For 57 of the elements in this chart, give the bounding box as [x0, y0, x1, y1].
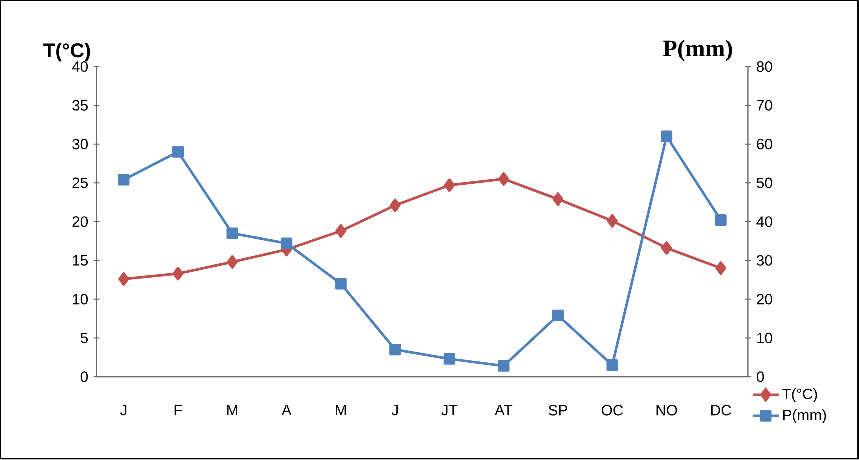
- point: [661, 130, 673, 142]
- x-tick-label: NO: [656, 405, 678, 416]
- point: [336, 224, 346, 238]
- y-tick-label: 10: [73, 294, 88, 305]
- point: [227, 256, 238, 270]
- point: [118, 174, 130, 186]
- point: [444, 178, 456, 192]
- point: [390, 198, 401, 212]
- y2-tick-label: 50: [756, 178, 772, 188]
- x-tick-label: AT: [494, 405, 513, 416]
- y2-tick-label: 70: [757, 100, 772, 111]
- y-tick-label: 15: [73, 256, 88, 266]
- x-tick-label: M: [228, 405, 238, 416]
- y-axis-title: T(°C): [44, 43, 90, 62]
- x-tick-label: OC: [602, 405, 624, 416]
- point: [498, 172, 510, 186]
- point: [606, 360, 618, 372]
- x-tick-label: F: [174, 405, 182, 416]
- y2-tick-label: 40: [756, 216, 772, 228]
- y-tick-label: 35: [72, 100, 88, 111]
- y2-tick-label: 80: [757, 62, 772, 72]
- point: [226, 228, 238, 240]
- y2-tick-label: 30: [756, 255, 772, 266]
- legend-label: P(mm): [783, 410, 826, 424]
- x-tick-label: J: [392, 405, 398, 416]
- y-tick-label: 0: [80, 372, 88, 382]
- x-tick-label: DC: [711, 405, 732, 416]
- y2-tick-label: 0: [756, 372, 764, 382]
- x-tick-label: M: [336, 405, 346, 416]
- x-tick-label: JT: [442, 405, 458, 416]
- point: [390, 344, 402, 356]
- point: [552, 192, 564, 206]
- x-tick-label: SP: [548, 405, 568, 416]
- point: [172, 146, 184, 158]
- legend-label: T(°C): [782, 388, 818, 403]
- y-tick-label: 25: [72, 178, 88, 188]
- x-tick-label: A: [282, 405, 292, 416]
- point: [716, 262, 726, 276]
- y-tick-label: 5: [80, 333, 88, 344]
- point: [607, 214, 618, 228]
- point: [552, 310, 564, 322]
- point: [172, 267, 184, 281]
- y2-tick-label: 60: [757, 139, 772, 150]
- point: [281, 238, 293, 250]
- y-tick-label: 40: [72, 62, 88, 72]
- point: [118, 272, 130, 286]
- y-tick-label: 20: [72, 216, 88, 228]
- y-tick-label: 30: [72, 139, 88, 150]
- point: [498, 360, 510, 372]
- y2-tick-label: 10: [758, 333, 772, 344]
- point: [715, 214, 727, 226]
- y2-tick-label: 20: [757, 294, 772, 305]
- x-tick-label: J: [120, 405, 127, 416]
- point: [444, 353, 456, 366]
- y2-axis-title: P(mm): [663, 40, 732, 62]
- point: [335, 278, 347, 290]
- point: [661, 242, 672, 256]
